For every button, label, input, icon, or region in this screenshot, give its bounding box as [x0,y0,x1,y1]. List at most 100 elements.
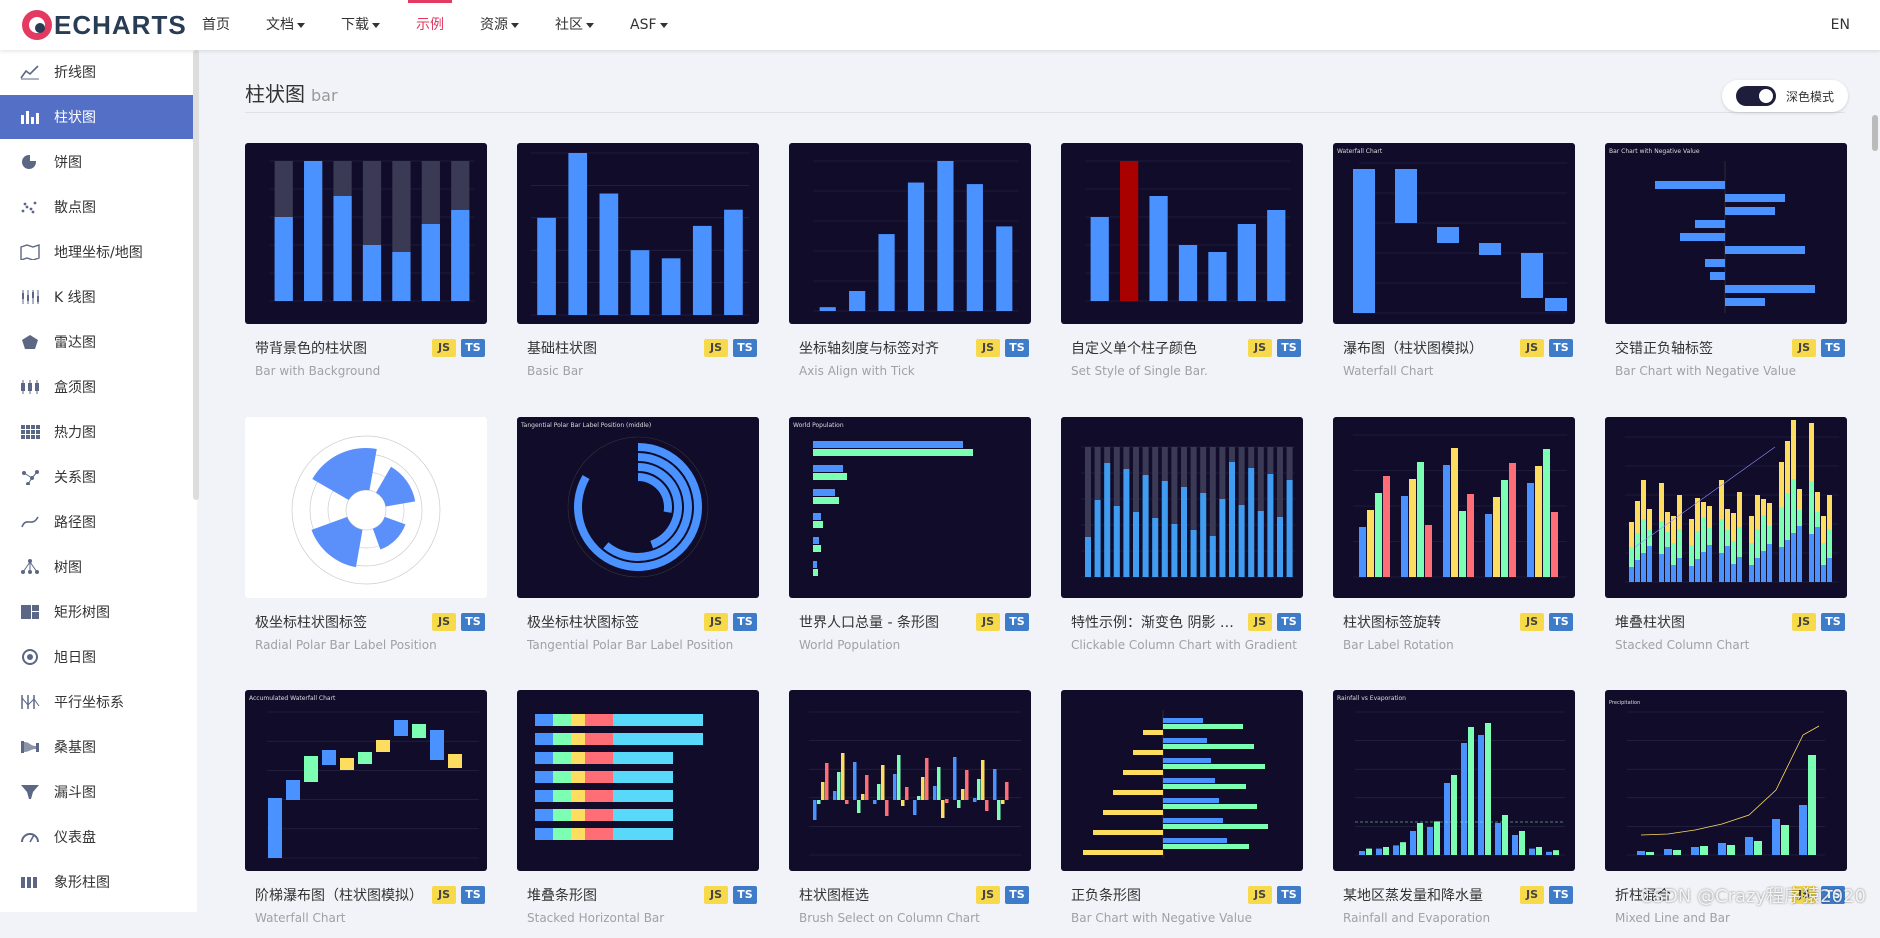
example-title[interactable]: 柱状图框选 [799,888,869,904]
ts-badge[interactable]: TS [1549,886,1573,904]
example-thumbnail[interactable]: Tangential Polar Bar Label Position (mid… [517,417,759,598]
sidebar-item-lines[interactable]: 路径图 [0,500,196,544]
js-badge[interactable]: JS [1520,886,1544,904]
example-title[interactable]: 正负条形图 [1071,888,1141,904]
example-title[interactable]: 阶梯瀑布图（柱状图模拟） [255,888,423,904]
example-card-label-rotation[interactable]: 柱状图标签旋转 JS TS Bar Label Rotation [1333,417,1575,665]
ts-badge[interactable]: TS [461,339,485,357]
nav-item-1[interactable]: 文档 [248,0,323,50]
js-badge[interactable]: JS [976,339,1000,357]
example-thumbnail[interactable]: World Population [789,417,1031,598]
ts-badge[interactable]: TS [1549,339,1573,357]
nav-item-6[interactable]: ASF [612,0,686,50]
ts-badge[interactable]: TS [1005,886,1029,904]
echarts-logo[interactable]: ECHARTS [22,9,187,41]
nav-item-5[interactable]: 社区 [537,0,612,50]
example-thumbnail[interactable] [1061,417,1303,598]
example-thumbnail[interactable] [1333,417,1575,598]
ts-badge[interactable]: TS [1277,613,1301,631]
example-thumbnail[interactable]: Precipitation [1605,690,1847,871]
js-badge[interactable]: JS [432,886,456,904]
example-card-bar-bg[interactable]: 带背景色的柱状图 JS TS Bar with Background [245,143,487,391]
example-card-polar-tangential[interactable]: Tangential Polar Bar Label Position (mid… [517,417,759,665]
ts-badge[interactable]: TS [1821,339,1845,357]
example-title[interactable]: 交错正负轴标签 [1615,341,1713,357]
example-card-stacked-column[interactable]: 堆叠柱状图 JS TS Stacked Column Chart [1605,417,1847,665]
example-thumbnail[interactable] [789,690,1031,871]
example-thumbnail[interactable]: Bar Chart with Negative Value [1605,143,1847,324]
nav-item-4[interactable]: 资源 [462,0,537,50]
sidebar-item-sankey[interactable]: 桑基图 [0,725,196,769]
example-title[interactable]: 基础柱状图 [527,341,597,357]
example-card-bar-basic[interactable]: 基础柱状图 JS TS Basic Bar [517,143,759,391]
page-scrollbar[interactable] [1872,115,1878,151]
js-badge[interactable]: JS [704,339,728,357]
example-thumbnail[interactable] [517,690,759,871]
ts-badge[interactable]: TS [1821,613,1845,631]
sidebar-item-candlestick[interactable]: K 线图 [0,275,196,319]
example-thumbnail[interactable] [1605,417,1847,598]
example-title[interactable]: 堆叠柱状图 [1615,615,1685,631]
js-badge[interactable]: JS [1792,613,1816,631]
sidebar-item-map[interactable]: 地理坐标/地图 [0,230,196,274]
js-badge[interactable]: JS [1248,886,1272,904]
ts-badge[interactable]: TS [1277,886,1301,904]
nav-item-3[interactable]: 示例 [398,0,462,50]
ts-badge[interactable]: TS [1549,613,1573,631]
example-thumbnail[interactable] [1061,690,1303,871]
js-badge[interactable]: JS [704,613,728,631]
js-badge[interactable]: JS [976,613,1000,631]
nav-item-0[interactable]: 首页 [184,0,248,50]
dark-mode-switch[interactable] [1736,86,1776,106]
example-title[interactable]: 某地区蒸发量和降水量 [1343,888,1483,904]
js-badge[interactable]: JS [1792,886,1816,904]
example-card-polar-radial[interactable]: 极坐标柱状图标签 JS TS Radial Polar Bar Label Posit… [245,417,487,665]
sidebar-item-scatter-chart[interactable]: 散点图 [0,185,196,229]
ts-badge[interactable]: TS [1005,339,1029,357]
example-card-gradient[interactable]: 特性示例：渐变色 阴影 点击缩放 JS TS Clickable Column Cha… [1061,417,1303,665]
example-card-step-waterfall[interactable]: Accumulated Waterfall Chart 阶梯瀑布图（柱状图模拟） J… [245,690,487,938]
sidebar-item-radar[interactable]: 雷达图 [0,320,196,364]
js-badge[interactable]: JS [1792,339,1816,357]
sidebar-item-graph[interactable]: 关系图 [0,455,196,499]
example-title[interactable]: 自定义单个柱子颜色 [1071,341,1197,357]
js-badge[interactable]: JS [432,613,456,631]
ts-badge[interactable]: TS [1005,613,1029,631]
js-badge[interactable]: JS [976,886,1000,904]
example-thumbnail[interactable] [517,143,759,324]
sidebar-scrollbar[interactable] [193,50,199,500]
example-card-mixed[interactable]: Precipitation 折柱混合 JS TS Mixed Line and Bar [1605,690,1847,938]
example-title[interactable]: 堆叠条形图 [527,888,597,904]
dark-mode-toggle[interactable]: 深色模式 [1722,80,1848,112]
example-title[interactable]: 柱状图标签旋转 [1343,615,1441,631]
js-badge[interactable]: JS [704,886,728,904]
example-thumbnail[interactable] [245,143,487,324]
example-title[interactable]: 坐标轴刻度与标签对齐 [799,341,939,357]
ts-badge[interactable]: TS [461,886,485,904]
example-card-rainfall[interactable]: Rainfall vs Evaporation 某地区蒸发量和降水量 JS TS Rai… [1333,690,1575,938]
sidebar-item-parallel[interactable]: 平行坐标系 [0,680,196,724]
sidebar-item-gauge[interactable]: 仪表盘 [0,815,196,859]
sidebar-item-treemap[interactable]: 矩形树图 [0,590,196,634]
example-card-stacked-hbar[interactable]: 堆叠条形图 JS TS Stacked Horizontal Bar [517,690,759,938]
ts-badge[interactable]: TS [733,886,757,904]
js-badge[interactable]: JS [1520,613,1544,631]
ts-badge[interactable]: TS [733,613,757,631]
ts-badge[interactable]: TS [461,613,485,631]
example-title[interactable]: 带背景色的柱状图 [255,341,367,357]
example-title[interactable]: 极坐标柱状图标签 [255,615,367,631]
nav-item-2[interactable]: 下载 [323,0,398,50]
sidebar-item-heatmap[interactable]: 热力图 [0,410,196,454]
example-card-pos-neg[interactable]: 正负条形图 JS TS Bar Chart with Negative Value [1061,690,1303,938]
example-card-world-pop[interactable]: World Population 世界人口总量 - 条形图 JS TS World Po… [789,417,1031,665]
example-card-brush[interactable]: 柱状图框选 JS TS Brush Select on Column Chart [789,690,1031,938]
example-title[interactable]: 特性示例：渐变色 阴影 点击缩放 [1071,615,1241,631]
example-title[interactable]: 极坐标柱状图标签 [527,615,639,631]
js-badge[interactable]: JS [1248,613,1272,631]
example-title[interactable]: 瀑布图（柱状图模拟） [1343,341,1483,357]
example-title[interactable]: 世界人口总量 - 条形图 [799,615,939,631]
sidebar-item-boxplot[interactable]: 盒须图 [0,365,196,409]
sidebar-item-sunburst[interactable]: 旭日图 [0,635,196,679]
ts-badge[interactable]: TS [1277,339,1301,357]
example-card-bar-align[interactable]: 坐标轴刻度与标签对齐 JS TS Axis Align with Tick [789,143,1031,391]
